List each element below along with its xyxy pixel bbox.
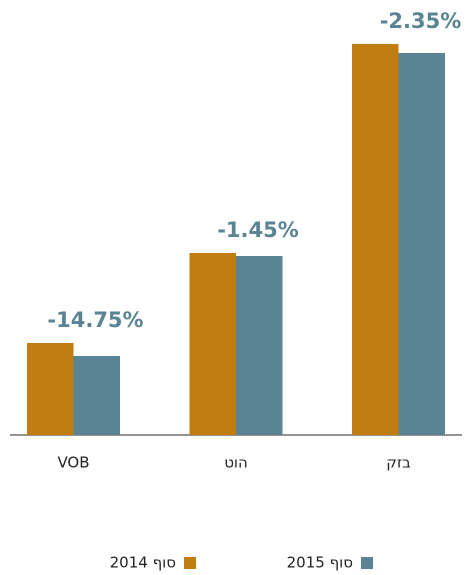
x-tick-label: VOB — [57, 454, 89, 472]
x-tick-label: בזק — [386, 454, 411, 472]
bar — [27, 343, 74, 435]
legend-swatch — [184, 557, 196, 569]
legend-swatch — [361, 557, 373, 569]
bar — [73, 356, 120, 435]
bar — [398, 53, 445, 435]
change-label: -1.45% — [217, 218, 299, 242]
change-label: -14.75% — [47, 308, 143, 332]
legend-label: סוף 2014 — [110, 554, 176, 572]
x-tick-label: הוט — [224, 454, 248, 472]
legend-label: סוף 2015 — [287, 554, 353, 572]
bar — [189, 253, 236, 435]
bar — [352, 44, 399, 435]
bar — [236, 256, 283, 435]
change-label: -2.35% — [380, 9, 462, 33]
